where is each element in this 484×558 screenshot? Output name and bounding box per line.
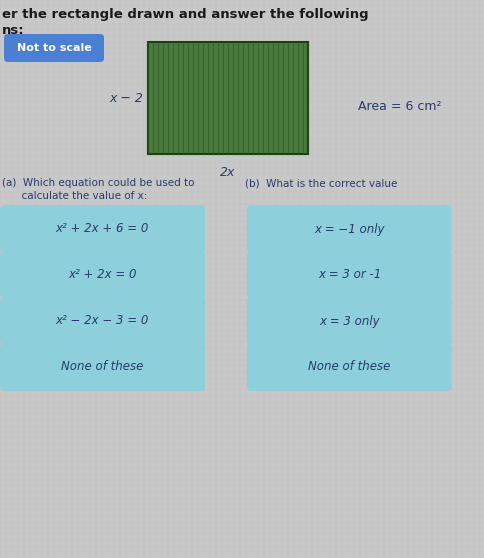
FancyBboxPatch shape [246, 251, 451, 299]
Text: 2x: 2x [220, 166, 235, 179]
Text: Area = 6 cm²: Area = 6 cm² [357, 99, 440, 113]
Text: Not to scale: Not to scale [16, 43, 91, 53]
Text: er the rectangle drawn and answer the following: er the rectangle drawn and answer the fo… [2, 8, 368, 21]
FancyBboxPatch shape [0, 297, 205, 345]
Text: ns:: ns: [2, 24, 25, 37]
Text: (a)  Which equation could be used to: (a) Which equation could be used to [2, 178, 194, 188]
Bar [148, 42, 307, 154]
Text: x = 3 or -1: x = 3 or -1 [317, 268, 380, 281]
Text: None of these: None of these [308, 360, 390, 373]
Text: x² + 2x + 6 = 0: x² + 2x + 6 = 0 [56, 223, 149, 235]
Text: x² − 2x − 3 = 0: x² − 2x − 3 = 0 [56, 315, 149, 328]
Text: x = 3 only: x = 3 only [318, 315, 379, 328]
Text: x = −1 only: x = −1 only [314, 223, 384, 235]
Text: x² + 2x = 0: x² + 2x = 0 [68, 268, 136, 281]
FancyBboxPatch shape [246, 343, 451, 391]
FancyBboxPatch shape [246, 205, 451, 253]
Text: calculate the value of x:: calculate the value of x: [2, 191, 147, 201]
FancyBboxPatch shape [0, 205, 205, 253]
Text: None of these: None of these [61, 360, 143, 373]
FancyBboxPatch shape [246, 297, 451, 345]
FancyBboxPatch shape [4, 34, 104, 62]
FancyBboxPatch shape [0, 251, 205, 299]
FancyBboxPatch shape [0, 343, 205, 391]
Text: (b)  What is the correct value: (b) What is the correct value [244, 178, 396, 188]
Text: x − 2: x − 2 [109, 92, 143, 104]
